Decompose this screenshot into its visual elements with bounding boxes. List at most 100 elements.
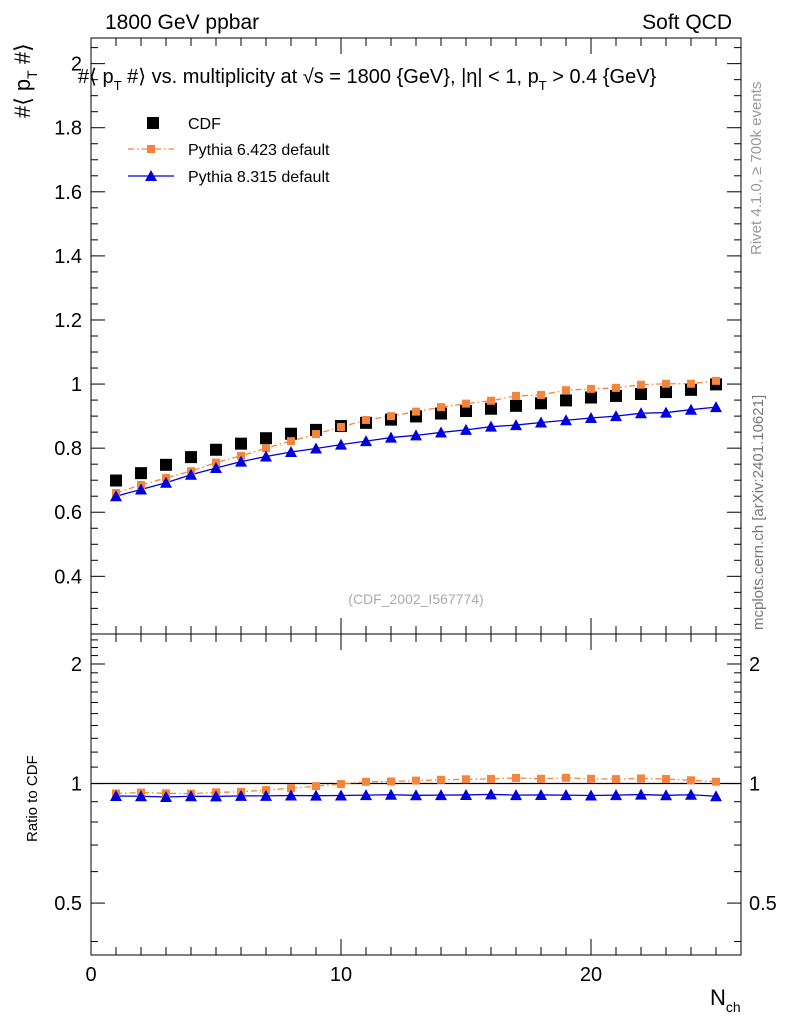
pythia8-ratio-point (185, 790, 197, 802)
pythia8-ratio-point (260, 789, 272, 801)
pythia8-ratio-point (135, 790, 147, 802)
cdf-data-point (235, 437, 247, 450)
main-minor-ticks (91, 47, 741, 625)
pythia8-data-point (610, 410, 622, 422)
pythia6-data-point (337, 423, 345, 432)
pythia8-ratio-point (485, 788, 497, 800)
y-tick-label: 0.4 (54, 566, 82, 588)
rivet-version-label: Rivet 4.1.0, ≥ 700k events (748, 82, 765, 255)
pythia8-data-point (460, 423, 472, 435)
pythia8-ratio-point (585, 789, 597, 801)
pythia8-data-point (710, 401, 722, 413)
pythia8-data-point (435, 426, 447, 438)
pythia6-ratio-point (437, 775, 445, 784)
pythia8-ratio-point (660, 789, 672, 801)
cdf-data-point (260, 432, 272, 445)
pythia8-data-point (235, 455, 247, 467)
cdf-data-point (460, 404, 472, 417)
pythia8-data-point (535, 416, 547, 428)
x-axis-label-main: N (710, 985, 726, 1010)
y-tick-label: 1.8 (54, 118, 82, 140)
pythia8-data-point (685, 403, 697, 415)
cdf-data-point (510, 399, 522, 412)
pythia6-data-point (287, 437, 295, 446)
main-x-axis-ticks (115, 38, 742, 634)
pythia6-ratio-point (612, 775, 620, 784)
cdf-data-point (560, 394, 572, 407)
pythia6-ratio-point (312, 782, 320, 791)
pythia8-data-point (210, 462, 222, 474)
x-axis-label: Nch (710, 985, 741, 1015)
pythia6-data-point (462, 399, 470, 408)
ratio-y-tick-label-right: 0.5 (749, 893, 777, 915)
pythia8-data-point (335, 438, 347, 450)
pythia8-ratio-point (310, 789, 322, 801)
chart-title: #⟨ pT #⟩ vs. multiplicity at √s = 1800 {… (78, 66, 657, 93)
legend-label-pythia6: Pythia 6.423 default (188, 142, 330, 159)
cdf-data-point (535, 397, 547, 410)
pythia8-ratio-point (410, 789, 422, 801)
header-left-title: 1800 GeV ppbar (105, 11, 259, 34)
ratio-series-markers (110, 773, 722, 802)
pythia6-data-point (612, 383, 620, 392)
x-tick-label: 20 (580, 964, 602, 986)
ratio-y-axis-label: Ratio to CDF (24, 755, 41, 842)
pythia6-ratio-point (462, 775, 470, 784)
pythia8-ratio-point (110, 790, 122, 802)
pythia6-ratio-point (687, 776, 695, 785)
ratio-y-tick-label-right: 1 (749, 774, 760, 796)
y-tick-label: 2 (71, 54, 82, 76)
pythia6-data-point (487, 396, 495, 405)
pythia6-data-point (437, 403, 445, 412)
chart-title-part: s = 1800 {GeV}, |η| < 1, p (314, 66, 539, 88)
header-right-title: Soft QCD (642, 11, 732, 34)
pythia6-ratio-point (387, 777, 395, 786)
pythia8-ratio-point (335, 789, 347, 801)
pythia8-ratio-point (385, 788, 397, 800)
pythia8-ratio-point (635, 788, 647, 800)
pythia8-ratio-point (210, 790, 222, 802)
cdf-data-point (610, 389, 622, 402)
pythia6-ratio-point (662, 774, 670, 783)
pythia8-ratio-point (610, 789, 622, 801)
pythia8-ratio-point (535, 788, 547, 800)
chart-title-subscript: T (539, 78, 547, 93)
pythia6-ratio-point (287, 784, 295, 793)
pythia8-data-point (560, 414, 572, 426)
pythia8-data-point (585, 412, 597, 424)
pythia8-ratio-point (685, 788, 697, 800)
cdf-data-point (185, 451, 197, 464)
pythia8-data-point (360, 435, 372, 447)
legend-marker-cdf (147, 117, 159, 129)
pythia6-data-point (387, 412, 395, 421)
pythia8-data-point (510, 419, 522, 431)
pythia8-ratio-point (435, 789, 447, 801)
pythia8-data-point (385, 431, 397, 443)
cdf-data-point (135, 467, 147, 480)
ratio-y-tick-label: 1 (71, 774, 82, 796)
pythia8-data-point (485, 420, 497, 432)
chart-title-part: #⟩ vs. multiplicity at (122, 66, 303, 88)
pythia6-ratio-point (412, 776, 420, 785)
y-tick-label: 1 (71, 374, 82, 396)
pythia6-data-point (562, 386, 570, 395)
pythia6-data-point (637, 380, 645, 389)
ratio-y-axis-ticks: 0.5 0.5 1 1 2 2 (54, 639, 777, 943)
cdf-data-point (210, 443, 222, 456)
pythia6-ratio-point (712, 777, 720, 786)
analysis-id-label: (CDF_2002_I567774) (348, 591, 483, 607)
main-y-axis-ticks: 0.4 0.6 0.8 1 1.2 1.4 1.6 1.8 2 (54, 54, 741, 588)
pythia6-ratio-point (587, 774, 595, 783)
pythia6-data-point (662, 379, 670, 388)
y-axis-label-tail: #⟩ (10, 43, 35, 70)
pythia8-data-point (260, 450, 272, 462)
pythia8-ratio-point (510, 789, 522, 801)
pythia6-data-point (412, 407, 420, 416)
cdf-data-point (585, 391, 597, 404)
pythia6-data-point (362, 415, 370, 424)
mcplots-label: mcplots.cern.ch [arXiv:2401.10621] (750, 395, 767, 630)
pythia8-ratio-point (360, 789, 372, 801)
ratio-x-axis-ticks: 0 10 20 (85, 634, 742, 986)
cdf-data-point (285, 427, 297, 440)
